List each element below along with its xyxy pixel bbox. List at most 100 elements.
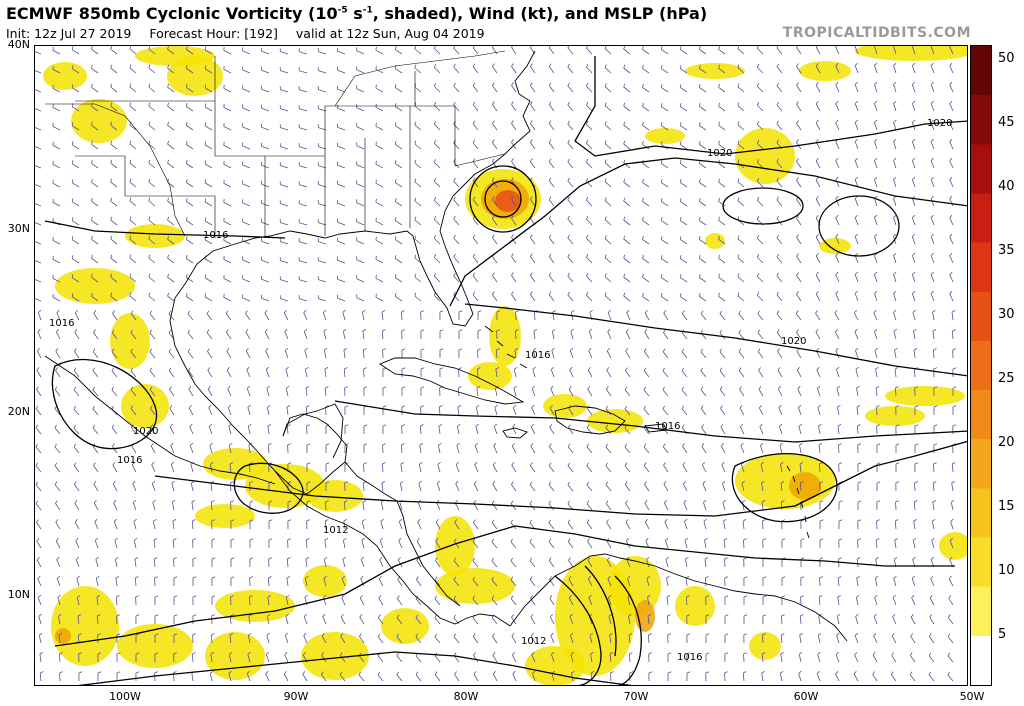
- wind-barb: [130, 389, 137, 397]
- wind-barb-flag: [608, 613, 613, 617]
- wind-barb: [798, 673, 802, 682]
- wind-barb: [647, 597, 650, 606]
- wind-barb-flag: [306, 538, 310, 541]
- wind-barb: [339, 674, 346, 682]
- wind-barb-flag: [93, 500, 97, 504]
- wind-barb-flag: [549, 595, 553, 599]
- wind-barb-flag: [511, 196, 514, 200]
- wind-barb: [642, 258, 650, 264]
- wind-barb-flag: [39, 632, 43, 636]
- wind-barb-flag: [225, 310, 229, 314]
- wind-barb-flag: [571, 309, 575, 313]
- wind-barb: [586, 503, 593, 511]
- wind-barb: [856, 388, 859, 397]
- wind-barb-flag: [286, 385, 290, 389]
- wind-barb-flag: [363, 424, 368, 427]
- wind-barb: [362, 482, 365, 492]
- wind-barb-flag: [548, 215, 552, 219]
- wind-barb: [511, 445, 517, 454]
- wind-barb: [626, 312, 631, 321]
- wind-barb: [874, 274, 878, 283]
- wind-barb-flag: [683, 499, 687, 503]
- wind-barb: [531, 407, 536, 416]
- wind-barb: [643, 389, 650, 397]
- wind-barb: [318, 260, 327, 264]
- wind-barb: [685, 578, 688, 587]
- wind-barb: [586, 275, 593, 283]
- wind-barb: [648, 634, 650, 644]
- wind-barb-flag: [325, 500, 329, 503]
- wind-barb: [872, 654, 878, 663]
- wind-barb-flag: [437, 461, 441, 465]
- wind-barb-flag: [472, 272, 476, 276]
- wind-barb-flag: [567, 158, 570, 163]
- wind-barb-flag: [819, 481, 824, 484]
- wind-barb-flag: [778, 404, 782, 408]
- wind-barb-flag: [933, 405, 938, 408]
- wind-barb: [395, 239, 403, 245]
- wind-barb: [567, 218, 574, 226]
- wind-barb-flag: [699, 103, 701, 107]
- wind-barb: [71, 201, 80, 207]
- wind-barb-flag: [226, 367, 230, 371]
- wind-barb-flag: [492, 196, 495, 200]
- wind-barb-flag: [453, 82, 456, 87]
- wind-barb: [644, 502, 650, 511]
- wind-barb: [623, 181, 631, 188]
- wind-barb-flag: [743, 671, 747, 674]
- wind-barb-flag: [952, 348, 957, 351]
- wind-barb: [642, 106, 650, 112]
- wind-barb-flag: [740, 424, 743, 428]
- wind-barb: [718, 295, 726, 302]
- wind-barb-flag: [492, 500, 495, 504]
- wind-barb: [589, 635, 593, 644]
- wind-barb: [588, 350, 593, 359]
- wind-barb-flag: [798, 404, 802, 408]
- wind-barb-flag: [434, 614, 437, 619]
- wind-barb: [548, 66, 555, 74]
- wind-barb: [476, 368, 479, 378]
- wind-barb: [699, 163, 707, 169]
- wind-barb: [623, 219, 631, 226]
- wind-barb: [356, 88, 365, 93]
- wind-barb: [511, 464, 517, 473]
- wind-barb-flag: [799, 633, 803, 636]
- wind-barb: [414, 276, 422, 283]
- wind-barb: [395, 163, 403, 169]
- wind-barb: [261, 50, 270, 55]
- wind-barb-flag: [928, 633, 932, 637]
- wind-barb: [414, 200, 422, 207]
- wind-barb-flag: [494, 404, 498, 408]
- wind-barb-flag: [360, 556, 365, 560]
- wind-barb-flag: [96, 575, 100, 579]
- wind-barb-flag: [167, 46, 169, 50]
- wind-barb-flag: [797, 385, 801, 389]
- wind-barb-flag: [679, 84, 682, 88]
- wind-barb: [148, 295, 156, 302]
- wind-barb-flag: [588, 328, 593, 332]
- wind-barb: [152, 502, 156, 511]
- wind-barb: [909, 674, 916, 682]
- wind-barb: [280, 241, 289, 245]
- wind-barb: [58, 653, 61, 663]
- wind-barb-flag: [800, 595, 804, 598]
- wind-barb: [93, 465, 99, 473]
- wind-barb: [434, 143, 441, 150]
- wind-barb: [168, 313, 175, 321]
- wind-barb-flag: [453, 177, 456, 182]
- wind-barb: [662, 389, 669, 397]
- wind-barb-flag: [629, 671, 634, 674]
- wind-barb-flag: [796, 253, 799, 257]
- wind-barb: [341, 597, 346, 606]
- wind-barb-flag: [757, 329, 761, 334]
- wind-barb: [337, 297, 346, 302]
- wind-barb-flag: [662, 443, 666, 447]
- wind-barb: [74, 502, 80, 511]
- wind-barb: [148, 219, 156, 226]
- wind-barb: [893, 141, 897, 150]
- wind-barb-flag: [895, 405, 900, 408]
- wind-barb-flag: [397, 557, 401, 561]
- wind-barb-flag: [472, 576, 475, 581]
- wind-barb-flag: [339, 671, 343, 675]
- wind-barb-flag: [648, 671, 653, 674]
